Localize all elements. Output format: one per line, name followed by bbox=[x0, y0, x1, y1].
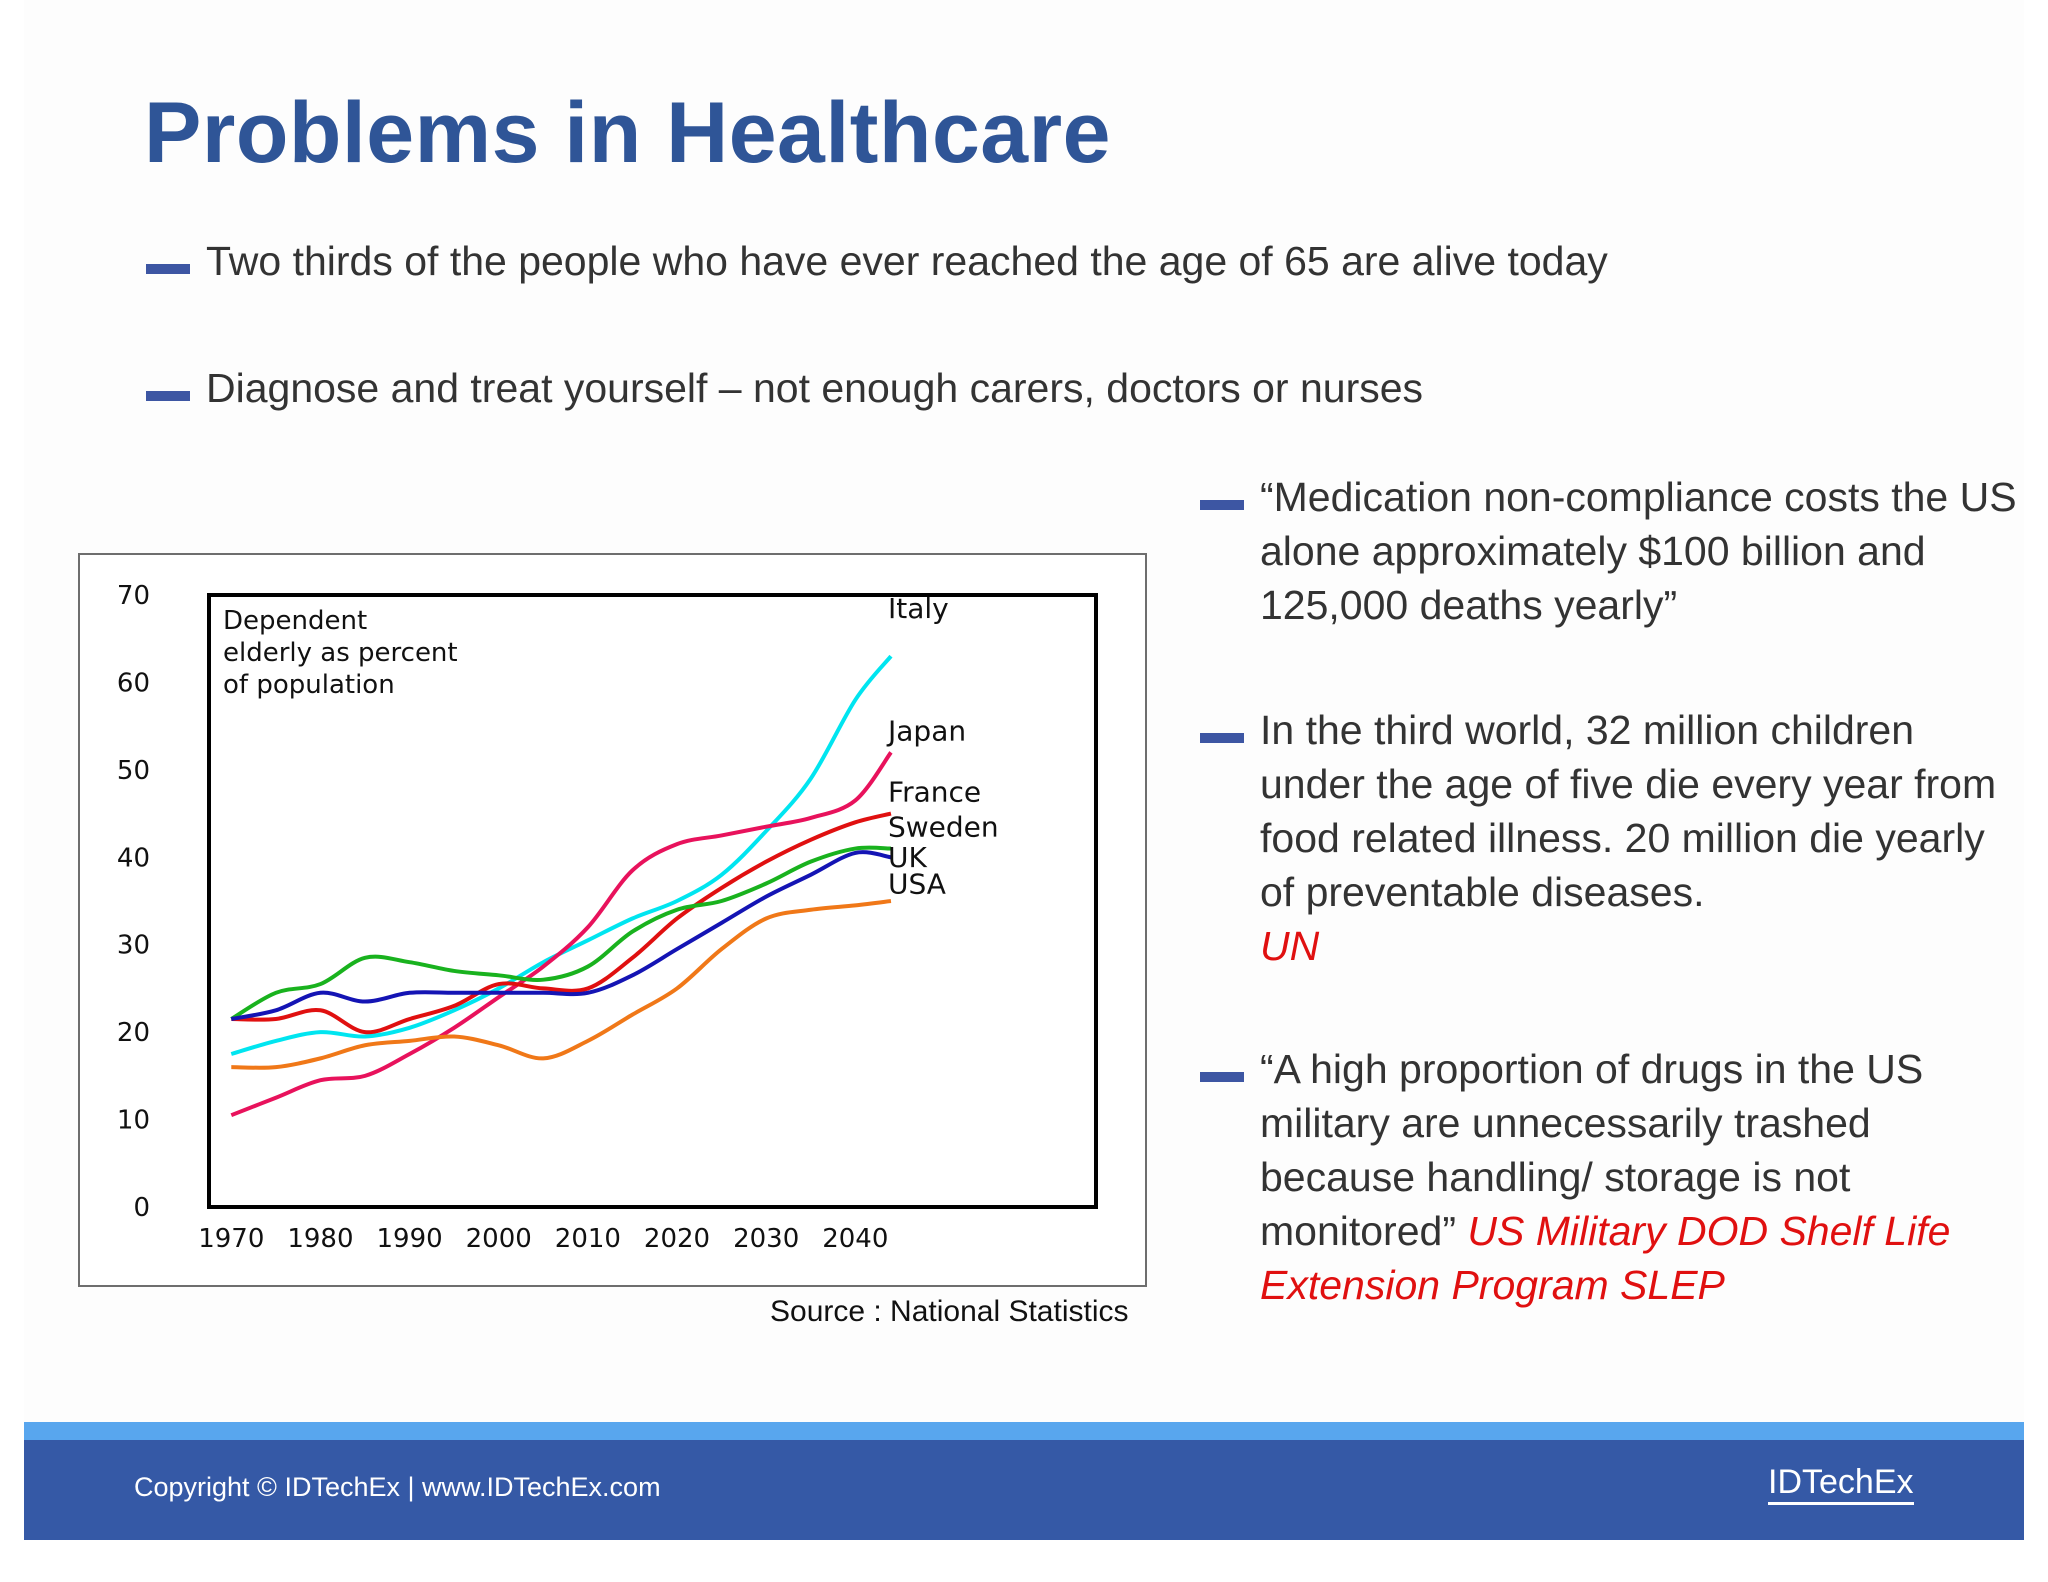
plot-area bbox=[207, 593, 1098, 1209]
y-tick-label: 30 bbox=[117, 931, 150, 961]
chart-annotation: Dependent elderly as percent of populati… bbox=[223, 606, 466, 700]
x-tick-label: 2020 bbox=[644, 1224, 710, 1254]
bullet-point: “Medication non-compliance costs the US … bbox=[1200, 470, 2020, 632]
y-tick-label: 50 bbox=[117, 756, 150, 786]
x-tick-label: 2040 bbox=[822, 1224, 888, 1254]
chart-frame: 0 10 20 30 40 50 60 70 1970 1980 1990 2000 2010 2020… bbox=[78, 553, 1147, 1287]
bullet-dash-icon bbox=[1200, 500, 1244, 510]
x-tick-label: 2010 bbox=[555, 1224, 621, 1254]
y-tick-label: 60 bbox=[117, 668, 150, 698]
series-line-usa bbox=[231, 899, 892, 1070]
bullet-text: “A high proportion of drugs in the US mi… bbox=[1260, 1046, 1924, 1254]
bullet-dash-icon bbox=[1200, 733, 1244, 743]
series-line-japan bbox=[230, 751, 893, 1118]
chart-annotation-line: Dependent bbox=[223, 606, 367, 636]
x-tick-label: 1980 bbox=[287, 1224, 353, 1254]
footer-stripe bbox=[24, 1422, 2024, 1440]
x-tick-label: 1990 bbox=[376, 1224, 442, 1254]
series-label-usa: USA bbox=[888, 867, 946, 900]
bullet-dash-icon bbox=[1200, 1072, 1244, 1082]
bullet-text: “Medication non-compliance costs the US … bbox=[1260, 474, 2017, 628]
series-line-france bbox=[231, 811, 892, 1035]
citation: UN bbox=[1260, 923, 1320, 969]
bullet-text: Two thirds of the people who have ever r… bbox=[206, 238, 1608, 284]
bullet-point: In the third world, 32 million children … bbox=[1200, 703, 2020, 973]
chart-annotation-line: of population bbox=[223, 670, 395, 700]
bullet-dash-icon bbox=[146, 264, 190, 274]
bullet-text: In the third world, 32 million children … bbox=[1260, 707, 1997, 915]
series-label-italy: Italy bbox=[888, 592, 949, 625]
series-line-sweden bbox=[230, 845, 892, 1021]
y-tick-label: 40 bbox=[117, 843, 150, 873]
footer-band bbox=[24, 1440, 2024, 1540]
chart-annotation-line: elderly as percent bbox=[223, 638, 458, 668]
bullet-text: Diagnose and treat yourself – not enough… bbox=[206, 365, 1424, 411]
series-label-uk: UK bbox=[888, 841, 927, 874]
x-tick-label: 1970 bbox=[198, 1224, 264, 1254]
y-tick-label: 20 bbox=[117, 1018, 150, 1048]
bullet-point: “A high proportion of drugs in the US mi… bbox=[1200, 1042, 2020, 1312]
x-tick-label: 2030 bbox=[733, 1224, 799, 1254]
series-label-sweden: Sweden bbox=[888, 811, 999, 844]
series-line-uk bbox=[230, 850, 892, 1021]
footer-copyright: Copyright © IDTechEx | www.IDTechEx.com bbox=[134, 1472, 661, 1502]
idtechex-logo: IDTechEx bbox=[1768, 1462, 1914, 1505]
x-tick-label: 2000 bbox=[466, 1224, 532, 1254]
series-label-japan: Japan bbox=[886, 714, 966, 747]
citation: US Military DOD Shelf Life Extension Pro… bbox=[1260, 1208, 1951, 1308]
page-title: Problems in Healthcare bbox=[144, 85, 1111, 181]
bullet-point: Two thirds of the people who have ever r… bbox=[146, 234, 1608, 288]
bullet-point: Diagnose and treat yourself – not enough… bbox=[146, 361, 1424, 415]
y-tick-label: 70 bbox=[117, 581, 150, 611]
y-tick-label: 0 bbox=[133, 1193, 150, 1223]
y-tick-label: 10 bbox=[117, 1106, 150, 1136]
series-label-france: France bbox=[888, 776, 981, 809]
source-note: Source : National Statistics bbox=[770, 1295, 1129, 1328]
bullet-dash-icon bbox=[146, 391, 190, 401]
series-line-italy bbox=[230, 654, 893, 1056]
